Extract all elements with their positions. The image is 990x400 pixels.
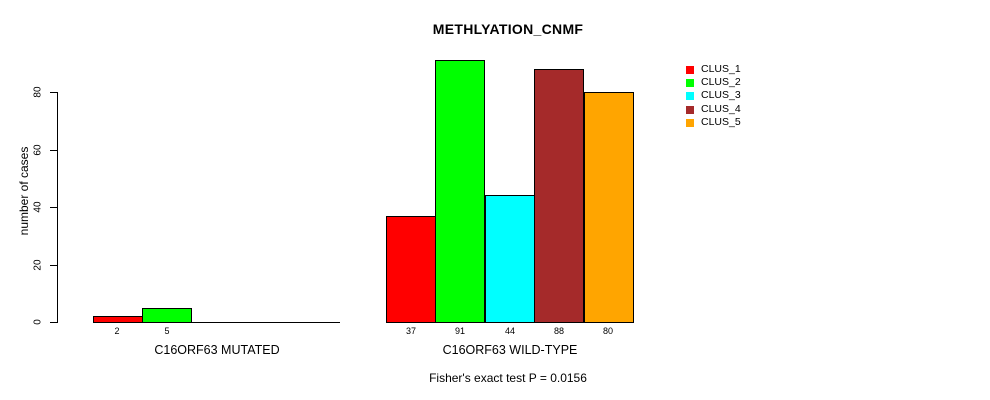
group-baseline: [93, 322, 340, 323]
bar-clus_4: [534, 69, 584, 323]
legend-color-swatch: [686, 105, 694, 114]
fisher-test-annotation: Fisher's exact test P = 0.0156: [429, 371, 587, 385]
y-axis-tick: [50, 265, 57, 266]
x-group-label-wild-type: C16ORF63 WILD-TYPE: [442, 343, 578, 357]
y-axis-line: [57, 92, 58, 323]
y-axis-tick: [50, 150, 57, 151]
legend-item-label: CLUS_2: [701, 76, 741, 88]
y-axis-tick-label: 20: [32, 259, 44, 271]
y-axis-tick-label: 40: [32, 201, 44, 213]
legend-item-clus_3: CLUS_3: [686, 89, 741, 102]
legend-item-label: CLUS_4: [701, 103, 741, 115]
bar-clus_2: [142, 308, 192, 323]
bar-value-label: 2: [114, 326, 120, 336]
bar-clus_1: [386, 216, 436, 323]
bar-value-label: 5: [164, 326, 170, 336]
legend-item-clus_4: CLUS_4: [686, 103, 741, 116]
chart-title: METHLYATION_CNMF: [432, 21, 584, 37]
y-axis-tick-label: 0: [32, 319, 44, 325]
legend-item-label: CLUS_1: [701, 63, 741, 75]
legend-color-swatch: [686, 78, 694, 87]
y-axis-label: number of cases: [17, 146, 31, 236]
bar-clus_1: [93, 316, 143, 323]
bar-value-label: 37: [405, 326, 417, 336]
bar-value-label: 88: [553, 326, 565, 336]
bar-clus_5: [584, 92, 634, 323]
bar-clus_2: [435, 60, 485, 323]
x-group-label-mutated: C16ORF63 MUTATED: [154, 343, 280, 357]
y-axis-tick-label: 60: [32, 144, 44, 156]
y-axis-tick: [50, 207, 57, 208]
legend-color-swatch: [686, 65, 694, 74]
legend-item-label: CLUS_3: [701, 89, 741, 101]
y-axis-tick-label: 80: [32, 86, 44, 98]
bar-value-label: 80: [602, 326, 614, 336]
y-axis-tick: [50, 322, 57, 323]
legend-color-swatch: [686, 91, 694, 100]
legend-item-clus_5: CLUS_5: [686, 116, 741, 129]
legend-item-clus_1: CLUS_1: [686, 63, 741, 76]
bar-clus_3: [485, 195, 535, 323]
legend-item-label: CLUS_5: [701, 116, 741, 128]
y-axis-tick: [50, 92, 57, 93]
bar-value-label: 91: [454, 326, 466, 336]
legend-color-swatch: [686, 118, 694, 127]
bar-value-label: 44: [504, 326, 516, 336]
legend-item-clus_2: CLUS_2: [686, 76, 741, 89]
